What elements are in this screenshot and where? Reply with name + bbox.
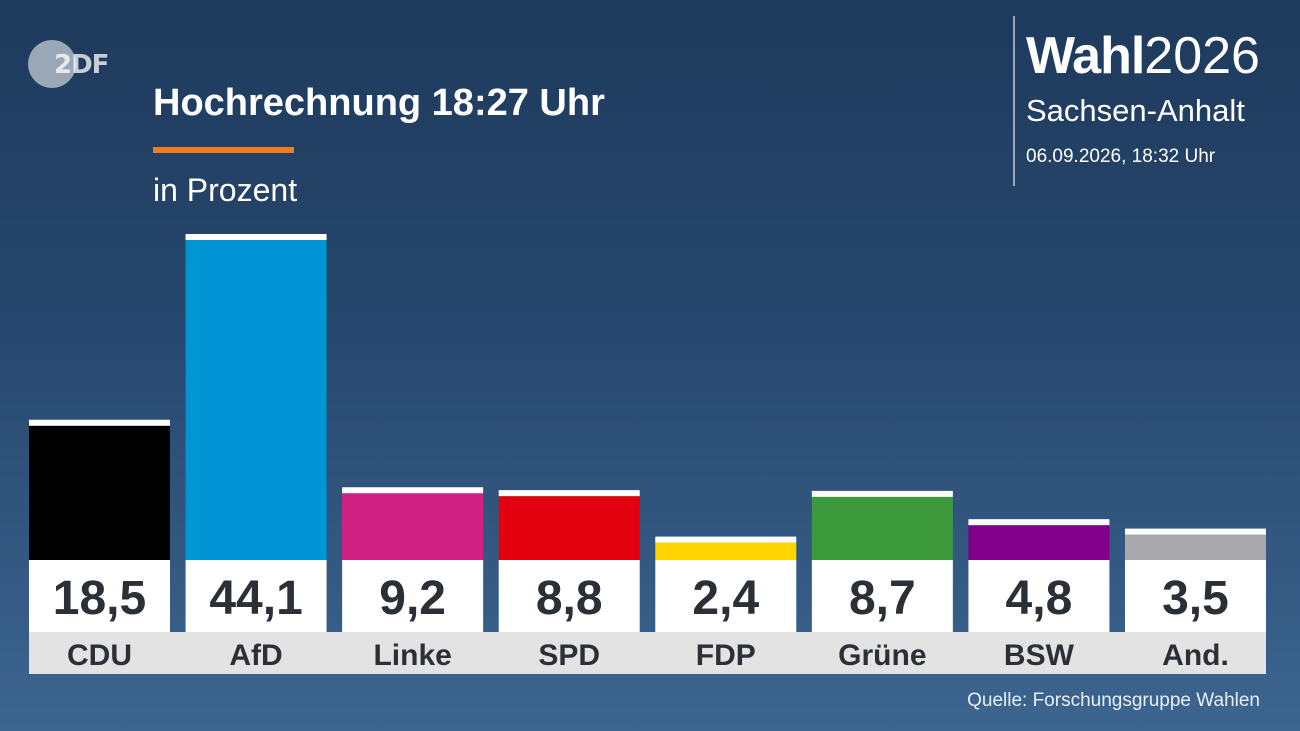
zdf-logo-text: 2DF bbox=[54, 50, 109, 80]
value-label-and: 3,5 bbox=[1162, 572, 1229, 625]
category-box-bsw bbox=[968, 632, 1110, 674]
category-box-linke bbox=[342, 632, 484, 674]
value-box-afd bbox=[185, 560, 327, 632]
brand-title-bold: Wahl bbox=[1026, 27, 1145, 85]
category-box-afd bbox=[185, 632, 327, 674]
bar-bsw bbox=[968, 525, 1110, 560]
bar-fdp bbox=[655, 542, 797, 560]
value-box-spd bbox=[498, 560, 640, 632]
bar-cdu bbox=[29, 425, 170, 560]
value-label-cdu: 18,5 bbox=[53, 572, 146, 625]
category-label-and: And. bbox=[1162, 639, 1229, 672]
category-label-afd: AfD bbox=[229, 639, 282, 672]
category-label-spd: SPD bbox=[538, 639, 600, 672]
category-label-linke: Linke bbox=[373, 639, 451, 672]
bar-and bbox=[1124, 534, 1266, 560]
bar-cap-fdp bbox=[655, 536, 797, 543]
bar-spd bbox=[498, 496, 640, 560]
value-box-linke bbox=[342, 560, 484, 632]
value-label-linke: 9,2 bbox=[379, 572, 446, 625]
bar-cap-spd bbox=[498, 490, 640, 497]
category-label-fdp: FDP bbox=[696, 639, 756, 672]
bar-cap-and bbox=[1124, 528, 1266, 535]
bar-cap-grne bbox=[811, 490, 953, 497]
value-box-and bbox=[1124, 560, 1266, 632]
category-label-grne: Grüne bbox=[838, 639, 926, 672]
category-box-cdu bbox=[29, 632, 170, 674]
title-accent-line bbox=[153, 147, 294, 153]
category-box-fdp bbox=[655, 632, 797, 674]
chart-subtitle: in Prozent bbox=[153, 172, 298, 208]
category-label-bsw: BSW bbox=[1004, 639, 1075, 672]
value-label-afd: 44,1 bbox=[209, 572, 302, 625]
bar-afd bbox=[185, 240, 327, 560]
bar-cap-linke bbox=[342, 487, 484, 494]
bar-cap-bsw bbox=[968, 519, 1110, 526]
brand-title: Wahl2026 bbox=[1026, 28, 1260, 84]
value-box-grne bbox=[811, 560, 953, 632]
value-label-spd: 8,8 bbox=[536, 572, 603, 625]
value-label-fdp: 2,4 bbox=[692, 572, 759, 625]
timestamp-label: 06.09.2026, 18:32 Uhr bbox=[1026, 146, 1216, 167]
chart-title: Hochrechnung 18:27 Uhr bbox=[153, 82, 605, 124]
bar-linke bbox=[342, 493, 484, 560]
bar-cap-cdu bbox=[29, 419, 170, 426]
value-box-fdp bbox=[655, 560, 797, 632]
value-box-bsw bbox=[968, 560, 1110, 632]
value-label-grne: 8,7 bbox=[849, 572, 916, 625]
zdf-logo: 2DF bbox=[28, 40, 128, 90]
zdf-logo-disc bbox=[28, 40, 76, 88]
bar-grne bbox=[811, 496, 953, 560]
brand-divider bbox=[1013, 16, 1015, 186]
bar-cap-afd bbox=[185, 234, 327, 240]
value-box-cdu bbox=[29, 560, 170, 632]
category-label-cdu: CDU bbox=[67, 639, 132, 672]
category-box-grne bbox=[811, 632, 953, 674]
source-label: Quelle: Forschungsgruppe Wahlen bbox=[967, 690, 1260, 711]
category-box-and bbox=[1124, 632, 1266, 674]
region-label: Sachsen-Anhalt bbox=[1026, 93, 1245, 128]
value-label-bsw: 4,8 bbox=[1006, 572, 1073, 625]
brand-title-year: 2026 bbox=[1144, 27, 1260, 85]
category-box-spd bbox=[498, 632, 640, 674]
